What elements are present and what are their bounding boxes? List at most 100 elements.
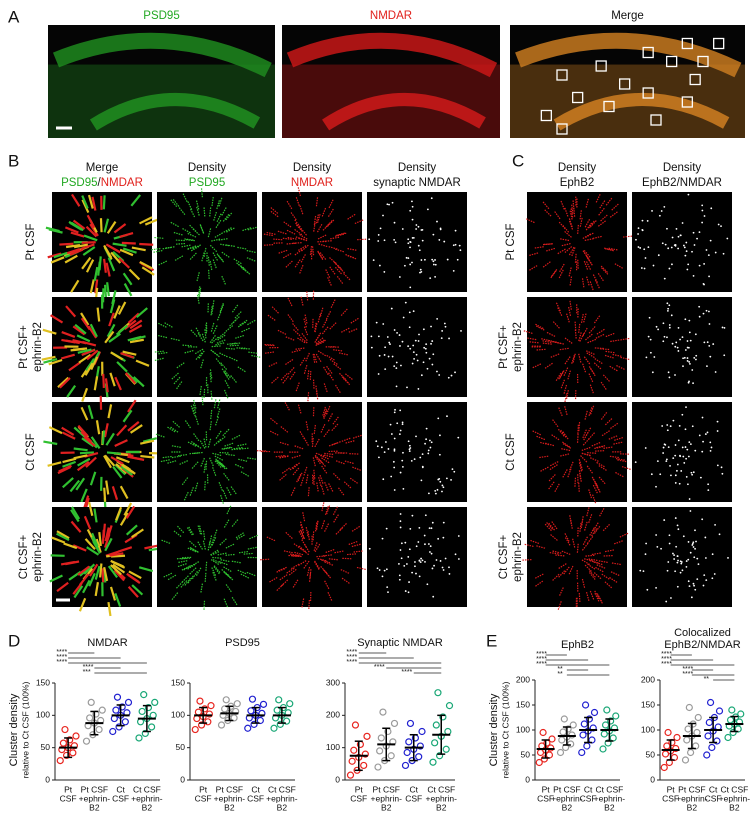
row-label: Pt CSF	[505, 223, 517, 260]
header-span: EphB2/NMDAR	[642, 177, 722, 189]
texture	[568, 220, 574, 230]
texture	[419, 561, 422, 564]
texture	[603, 446, 613, 449]
texture	[444, 325, 447, 328]
texture	[399, 520, 402, 523]
texture	[301, 598, 305, 608]
texture	[323, 383, 328, 393]
data-point	[540, 755, 548, 763]
texture	[317, 350, 327, 357]
texture	[199, 525, 203, 535]
texture	[324, 481, 329, 491]
texture	[219, 462, 228, 470]
data-point	[86, 714, 94, 722]
data-point	[109, 727, 117, 736]
texture	[221, 207, 227, 216]
texture	[536, 545, 546, 549]
texture	[234, 463, 244, 469]
texture	[125, 505, 136, 519]
texture	[407, 440, 410, 443]
texture	[314, 560, 320, 569]
texture	[420, 557, 422, 560]
texture	[82, 579, 91, 594]
texture	[683, 462, 686, 464]
texture	[213, 565, 221, 573]
texture	[411, 514, 414, 517]
data-point	[590, 708, 599, 717]
texture	[563, 566, 570, 575]
texture	[222, 428, 230, 437]
texture	[222, 214, 230, 222]
texture	[384, 346, 387, 349]
x-tick-label: B2	[224, 802, 235, 812]
texture	[328, 442, 338, 447]
texture	[73, 585, 84, 599]
texture	[422, 361, 425, 364]
texture	[395, 385, 398, 388]
texture	[586, 352, 595, 359]
texture	[121, 241, 136, 245]
data-point	[219, 711, 227, 719]
chart-title: PSD95	[225, 637, 260, 649]
column-header: EphB2/NMDAR	[642, 177, 722, 189]
texture	[590, 405, 595, 415]
texture	[425, 343, 428, 346]
texture	[621, 466, 631, 470]
texture	[48, 358, 63, 366]
y-tick-label: 0	[650, 774, 655, 784]
data-point	[61, 725, 69, 734]
texture	[284, 402, 290, 411]
texture	[667, 446, 670, 449]
texture	[154, 236, 164, 239]
texture	[458, 244, 461, 247]
texture	[414, 339, 417, 342]
texture	[193, 443, 202, 449]
texture	[211, 350, 220, 358]
significance-label: **	[557, 671, 563, 678]
texture	[421, 465, 424, 468]
texture	[597, 220, 606, 227]
column-header: PSD95	[189, 177, 225, 189]
data-point	[539, 728, 547, 737]
texture	[224, 370, 231, 379]
texture	[674, 482, 677, 484]
texture	[407, 242, 410, 245]
texture	[386, 336, 389, 338]
texture	[231, 560, 241, 564]
texture	[327, 208, 334, 217]
texture	[221, 446, 231, 450]
texture	[80, 488, 88, 503]
texture	[198, 350, 205, 359]
texture	[635, 238, 637, 241]
texture	[706, 341, 709, 344]
texture	[694, 529, 696, 532]
data-point	[259, 700, 268, 708]
texture	[510, 32, 745, 138]
texture	[438, 239, 441, 241]
texture	[434, 489, 437, 492]
texture	[211, 300, 215, 310]
texture	[279, 473, 287, 481]
data-point	[612, 712, 620, 720]
texture	[427, 452, 430, 455]
texture	[577, 224, 579, 234]
texture	[557, 601, 562, 610]
y-tick-label: 0	[335, 774, 340, 784]
texture	[424, 258, 426, 261]
texture	[589, 527, 595, 536]
texture	[86, 349, 99, 361]
texture	[89, 279, 95, 294]
texture	[596, 564, 606, 569]
texture	[247, 546, 257, 550]
texture	[337, 266, 346, 274]
texture	[592, 478, 599, 487]
data-point	[193, 714, 201, 723]
texture	[189, 452, 199, 455]
texture	[240, 573, 250, 579]
texture	[295, 236, 305, 241]
texture	[600, 381, 607, 390]
texture	[415, 228, 418, 230]
texture	[409, 286, 412, 289]
texture	[370, 335, 373, 338]
texture	[105, 480, 110, 495]
